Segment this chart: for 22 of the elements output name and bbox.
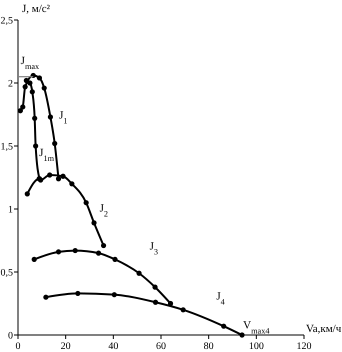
- y-tick-label: 2: [8, 78, 13, 90]
- annotation: V$_{max4}$: [243, 320, 270, 336]
- series-label: J$_{3}$: [150, 240, 158, 256]
- y-tick-label: 0,5: [0, 268, 13, 278]
- x-tick-label: 20: [60, 341, 71, 352]
- y-axis-title: J, м/с²: [22, 3, 51, 15]
- x-axis-title: Va,км/ч: [306, 323, 342, 335]
- series-label: J$_{1}$: [59, 109, 68, 125]
- x-tick-label: 60: [156, 341, 166, 352]
- x-tick-label: 100: [248, 341, 264, 352]
- series-label: J$_{1m}$: [39, 147, 55, 163]
- x-tick-label: 0: [16, 341, 20, 352]
- y-tick-label: 2,5: [0, 16, 13, 26]
- annotation: J$_{max}$: [20, 55, 40, 71]
- x-tick-label: 40: [108, 341, 118, 352]
- y-tick-label: 0: [8, 330, 13, 342]
- y-tick-label: 1,5: [0, 142, 13, 152]
- x-tick-label: 120: [296, 341, 312, 352]
- series-label: J$_{4}$: [216, 290, 225, 306]
- y-tick-label: 1: [8, 204, 13, 216]
- x-tick-label: 80: [204, 341, 214, 352]
- series-label: J$_{2}$: [100, 202, 108, 218]
